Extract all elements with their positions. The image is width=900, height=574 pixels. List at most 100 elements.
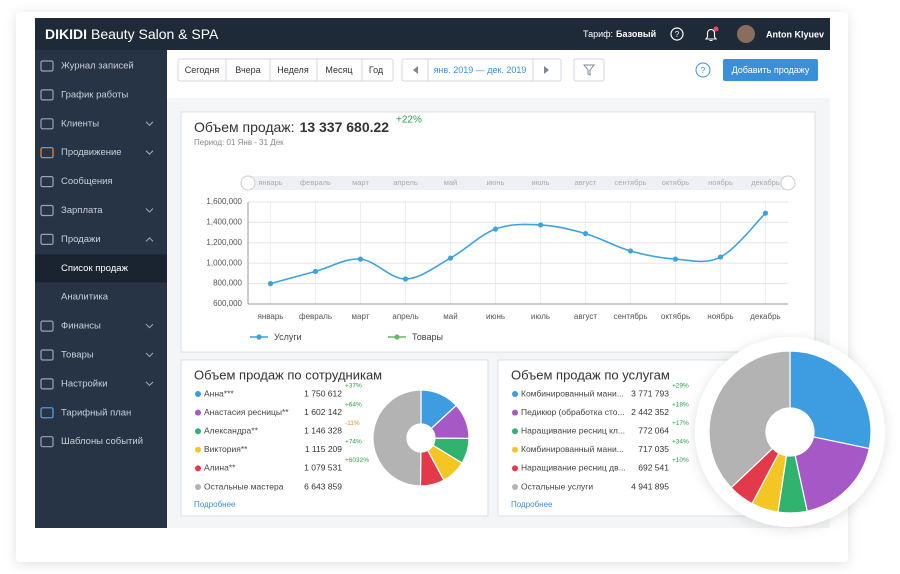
menu-item[interactable]: График работы (61, 89, 129, 100)
menu-icon (40, 89, 54, 101)
legend-dot (195, 484, 201, 490)
data-point (762, 210, 769, 216)
data-point (312, 268, 319, 274)
menu-icon (40, 349, 54, 361)
y-tick-label: 1,400,000 (206, 218, 242, 227)
menu-item[interactable]: Зарплата (61, 205, 103, 216)
avatar[interactable] (737, 25, 755, 43)
period-button[interactable]: Неделя (277, 65, 309, 75)
menu-chevron (145, 381, 154, 387)
row-amount: 6 643 859 (304, 481, 342, 491)
chart-title: Объем продаж: (194, 119, 295, 135)
y-tick-label: 1,200,000 (206, 238, 242, 247)
add-sale-label[interactable]: Добавить продажу (732, 65, 810, 75)
menu-item[interactable]: Журнал записей (61, 61, 134, 72)
menu-item[interactable]: Товары (61, 350, 94, 361)
x-tick-label: август (574, 312, 598, 321)
range-month: ноябрь (708, 178, 733, 187)
y-tick-label: 600,000 (213, 299, 242, 308)
menu-icon (40, 118, 54, 130)
brand: DIKIDI Beauty Salon & SPA (45, 26, 219, 42)
active-item-bg (35, 254, 167, 283)
range-month: декабрь (751, 178, 780, 187)
row-change: +34% (672, 439, 689, 446)
menu-item[interactable]: Список продаж (61, 263, 129, 274)
row-change: +17% (672, 420, 689, 427)
menu-icon (40, 147, 54, 159)
period-button[interactable]: Вчера (235, 65, 260, 75)
user-name[interactable]: Anton Klyuev (766, 29, 824, 39)
x-tick-label: май (443, 312, 457, 321)
menu-item[interactable]: Сообщения (61, 176, 113, 187)
row-name: Комбинированный мани... (521, 444, 624, 454)
bell-badge (713, 26, 719, 32)
legend-dot (195, 391, 201, 397)
help-button[interactable] (695, 62, 711, 78)
row-name: Анна*** (204, 388, 234, 398)
tariff-label: Тариф: (583, 29, 613, 39)
brand-suffix: Beauty Salon & SPA (91, 26, 219, 42)
menu-item[interactable]: Шаблоны событий (61, 436, 143, 447)
menu-item[interactable]: Настройки (61, 378, 108, 389)
series-line (270, 212, 767, 285)
data-point (357, 256, 364, 262)
range-handle[interactable] (240, 175, 256, 191)
more-link[interactable]: Подробнее (511, 500, 553, 509)
menu-item[interactable]: Клиенты (61, 118, 99, 129)
row-name: Педикюр (обработка сто... (521, 407, 625, 417)
period-button[interactable]: Месяц (325, 65, 352, 75)
menu-icon (40, 320, 54, 332)
period-button[interactable]: Год (369, 65, 384, 75)
legend-label[interactable]: Товары (412, 332, 443, 342)
filter-icon (582, 64, 596, 76)
date-range[interactable]: янв. 2019 — дек. 2019 (434, 65, 527, 75)
menu-item[interactable]: Финансы (61, 321, 101, 332)
range-month: февраль (300, 178, 331, 187)
menu-icon (40, 176, 54, 188)
donut-slice (794, 436, 870, 512)
menu-chevron (145, 208, 154, 213)
donut-slice (789, 350, 872, 450)
data-point (717, 254, 724, 260)
menu-item[interactable]: Аналитика (61, 292, 109, 303)
legend-dot (256, 334, 262, 340)
top-bar (35, 18, 830, 50)
menu-item[interactable]: Продажи (61, 234, 101, 245)
legend-dot (512, 409, 518, 416)
filter-button[interactable] (573, 58, 605, 82)
legend-dot (195, 465, 201, 472)
date-next[interactable] (544, 66, 549, 74)
row-name: Остальные услуги (521, 481, 593, 491)
donut-slice (372, 389, 422, 487)
x-tick-label: ноябрь (707, 312, 733, 321)
x-tick-label: апрель (392, 312, 418, 321)
add-sale-button[interactable] (723, 59, 818, 81)
menu-item[interactable]: Продвижение (61, 147, 122, 158)
help-icon[interactable] (670, 27, 684, 41)
range-month: октябрь (662, 178, 689, 187)
range-month: март (352, 178, 369, 187)
data-point (492, 226, 499, 232)
y-tick-label: 1,000,000 (206, 258, 242, 267)
bell-icon[interactable] (704, 28, 718, 42)
period-button[interactable]: Сегодня (185, 65, 220, 75)
range-track[interactable] (248, 176, 788, 190)
range-handle[interactable] (780, 175, 796, 191)
brand-name: DIKIDI (45, 26, 87, 42)
row-amount: 1 750 612 (304, 388, 342, 398)
row-change: +29% (672, 383, 689, 390)
range-month: сентябрь (615, 178, 647, 187)
row-amount: 1 602 142 (304, 407, 342, 417)
legend-label[interactable]: Услуги (274, 332, 302, 342)
range-month: январь (258, 178, 282, 187)
menu-item[interactable]: Тарифный план (61, 407, 131, 418)
range-month: июль (532, 178, 550, 187)
date-prev[interactable] (413, 66, 418, 74)
panel-title: Объем продаж по сотрудникам (194, 367, 382, 382)
row-change: +10% (672, 457, 689, 464)
more-link[interactable]: Подробнее (194, 500, 236, 509)
row-amount: 772 064 (638, 425, 669, 435)
menu-chevron (145, 237, 154, 242)
